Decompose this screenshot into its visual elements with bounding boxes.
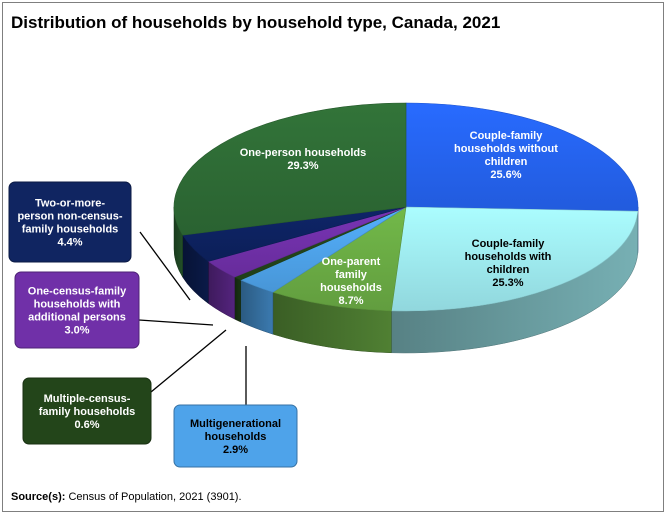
leader-line [138,319,214,326]
pie-sides [173,206,639,354]
slice-label-couple-family-households-with-children: Couple-family households with children 25.3… [465,238,552,289]
leader-line [139,231,191,301]
source-note: Source(s): Census of Population, 2021 (3… [11,491,242,503]
slice-couple-family-households-without-children [405,102,639,212]
callout-label-two-or-more-person-non-census-family-households: Two-or-more-person non-census-family hou… [17,198,122,249]
callout-label-one-census-family-households-with-additional-persons: One-census-family households with addition… [28,286,127,337]
chart-title: Distribution of households by household … [11,13,501,32]
slice-one-person-households [173,102,407,236]
callout-box-multiple-census-family-households [22,377,152,445]
slice-side-multiple-census-family-households [234,276,241,323]
source-text: Census of Population, 2021 (3901). [68,491,242,503]
slice-label-one-person-households: One-person households 29.3% [240,147,367,172]
slice-one-parent-family-households [272,206,407,312]
source-label: Source(s): [11,491,66,503]
callout-label-multigenerational-households: Multigenerational households 2.9% [190,418,281,456]
slice-label-one-parent-family-households: One-parent family households 8.7% [320,256,382,307]
callout-box-multigenerational-households [173,404,298,468]
slice-couple-family-households-with-children [391,206,639,312]
pie-top [173,102,639,312]
callout-box-two-or-more-person-non-census-family-households [8,181,132,263]
callout-box-one-census-family-households-with-additional-persons [14,271,140,349]
callout-label-multiple-census-family-households: Multiple-census-family households 0.6% [39,393,136,431]
leader-line [150,329,227,393]
slice-label-couple-family-households-without-children: Couple-family households without children 2… [454,130,558,181]
callouts: Two-or-more-person non-census-family hou… [8,181,298,468]
